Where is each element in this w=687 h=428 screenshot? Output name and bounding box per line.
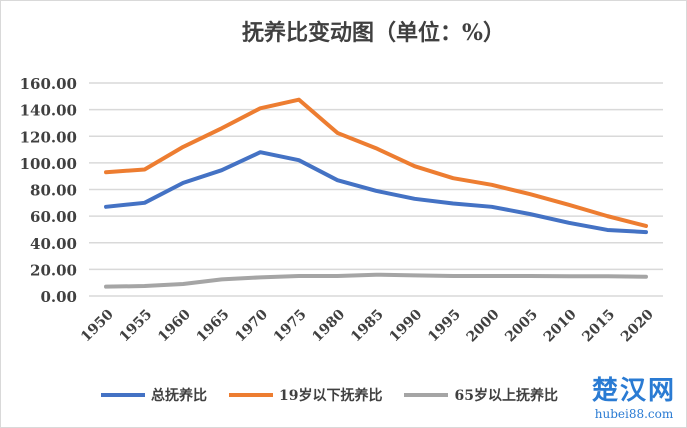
y-tick-label: 80.00: [30, 182, 77, 200]
y-tick-label: 20.00: [30, 261, 77, 279]
legend-label: 19岁以下抚养比: [279, 388, 383, 404]
x-tick-label: 2020: [618, 306, 657, 345]
series-line: [104, 272, 648, 289]
x-tick-label: 2000: [464, 306, 503, 345]
x-tick-label: 1955: [117, 307, 156, 346]
y-tick-label: 0.00: [40, 288, 77, 306]
x-tick-label: 1950: [78, 306, 117, 345]
legend-label: 总抚养比: [151, 388, 207, 404]
legend-swatch: [404, 393, 449, 397]
x-tick-label: 1975: [271, 307, 310, 346]
legend-label: 65岁以上抚养比: [454, 388, 558, 404]
x-tick-label: 1970: [232, 306, 271, 345]
x-tick-label: 2010: [541, 306, 580, 345]
x-tick-label: 1990: [387, 306, 426, 345]
x-tick-label: 2015: [579, 307, 618, 346]
y-tick-label: 160.00: [20, 75, 77, 93]
y-tick-label: 40.00: [30, 235, 77, 253]
legend-item: 65岁以上抚养比: [404, 385, 558, 405]
legend: 总抚养比 19岁以下抚养比 65岁以上抚养比: [101, 385, 558, 405]
watermark-url: hubei88.com: [594, 407, 674, 421]
watermark-logo: 楚汉网 hubei88.com: [592, 370, 676, 421]
x-tick-label: 1965: [194, 307, 233, 346]
legend-swatch: [101, 393, 145, 397]
y-tick-label: 140.00: [20, 102, 77, 120]
legend-item: 总抚养比: [101, 385, 207, 405]
y-tick-label: 100.00: [20, 155, 77, 173]
legend-item: 19岁以下抚养比: [229, 385, 382, 405]
chart-title: 抚养比变动图（单位：%）: [242, 20, 505, 46]
x-tick-label: 2005: [502, 307, 541, 346]
y-tick-label: 120.00: [20, 128, 77, 146]
y-tick-label: 60.00: [30, 208, 77, 226]
x-tick-label: 1960: [155, 306, 194, 345]
x-tick-label: 1980: [309, 306, 348, 345]
x-tick-label: 1995: [425, 307, 464, 346]
series-line: [104, 150, 648, 235]
watermark-text: 楚汉网: [591, 376, 676, 406]
legend-swatch: [229, 393, 273, 397]
x-tick-label: 1985: [348, 307, 387, 346]
